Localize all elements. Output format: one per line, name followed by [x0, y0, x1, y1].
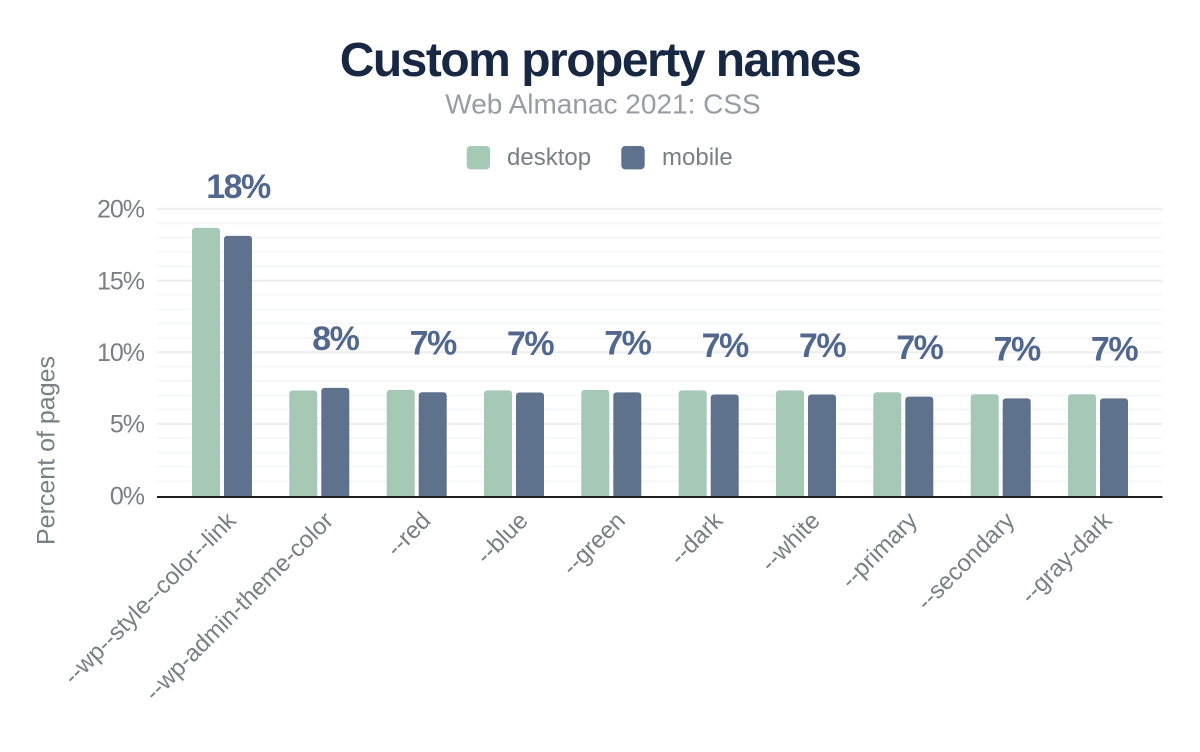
svg-text:7%: 7%	[994, 331, 1041, 369]
svg-text:8%: 8%	[312, 320, 359, 358]
svg-text:7%: 7%	[1091, 331, 1138, 369]
svg-text:0%: 0%	[110, 482, 145, 510]
svg-text:10%: 10%	[97, 339, 145, 367]
svg-text:desktop: desktop	[507, 144, 591, 171]
svg-text:Web Almanac 2021: CSS: Web Almanac 2021: CSS	[445, 89, 760, 120]
svg-text:20%: 20%	[97, 196, 145, 224]
svg-text:7%: 7%	[702, 327, 749, 365]
svg-text:7%: 7%	[410, 325, 457, 363]
svg-text:7%: 7%	[604, 325, 651, 363]
svg-text:15%: 15%	[97, 267, 145, 295]
svg-text:7%: 7%	[896, 329, 943, 367]
svg-text:mobile: mobile	[662, 144, 733, 171]
svg-text:7%: 7%	[507, 325, 554, 363]
svg-text:Percent of pages: Percent of pages	[33, 356, 61, 545]
svg-text:7%: 7%	[799, 327, 846, 365]
svg-text:5%: 5%	[110, 411, 145, 439]
svg-text:18%: 18%	[206, 168, 271, 206]
svg-text:Custom property names: Custom property names	[340, 34, 861, 87]
